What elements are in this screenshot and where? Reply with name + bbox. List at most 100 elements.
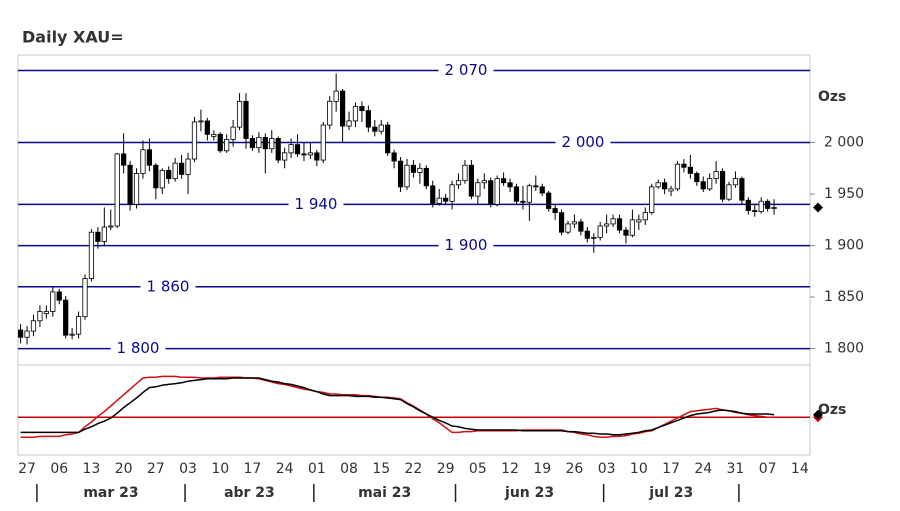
- candle-body: [75, 316, 82, 335]
- candle-body: [546, 192, 552, 209]
- candle-body: [745, 199, 751, 211]
- level-label: 2 000: [562, 133, 605, 151]
- indicator-unit: Ozs: [818, 402, 846, 418]
- level-label: 1 860: [147, 277, 190, 295]
- candle-body: [82, 278, 88, 318]
- candle-body: [468, 164, 475, 197]
- y-tick-label: 1 800: [824, 341, 864, 357]
- candle-body: [674, 163, 681, 190]
- candle-body: [178, 162, 185, 175]
- candle-body: [327, 100, 333, 126]
- candle-body: [552, 208, 558, 214]
- x-tick-label: 31: [727, 461, 745, 477]
- level-label-bg: [288, 193, 344, 214]
- indicator-line: [20, 377, 775, 436]
- candle-body: [236, 100, 243, 128]
- candle-body: [462, 164, 468, 182]
- x-tick-label: 03: [179, 461, 197, 477]
- y-tick-label: 1 900: [824, 238, 864, 254]
- candle-body: [43, 311, 49, 314]
- candle-body: [752, 210, 758, 212]
- x-tick-label: 27: [18, 461, 36, 477]
- candle-body: [758, 200, 764, 212]
- candle-body: [217, 133, 223, 152]
- candle-body: [101, 226, 107, 242]
- candle-body: [430, 185, 436, 204]
- candle-body: [488, 180, 494, 205]
- candle-body: [610, 218, 616, 225]
- candle-body: [133, 173, 140, 205]
- candle-body: [597, 225, 603, 238]
- candle-body: [256, 137, 262, 149]
- candle-body: [153, 164, 159, 189]
- level-label: 1 900: [445, 236, 488, 254]
- x-tick-label: 01: [308, 461, 326, 477]
- candle-body: [417, 167, 423, 173]
- x-tick-label: 08: [340, 461, 358, 477]
- candle-body: [114, 153, 120, 227]
- candle-body: [30, 320, 37, 332]
- candle-body: [565, 223, 571, 233]
- level-label-bg: [110, 338, 166, 359]
- candle-body: [443, 197, 449, 202]
- candle-body: [681, 163, 687, 168]
- candle-body: [314, 152, 320, 161]
- y-tick-label: 1 850: [824, 289, 864, 305]
- candle-body: [719, 171, 726, 200]
- candle-body: [198, 120, 204, 123]
- candle-body: [282, 152, 288, 161]
- candle-body: [732, 178, 739, 186]
- level-label-bg: [555, 132, 611, 153]
- candle-body: [687, 166, 693, 174]
- candle-body: [294, 144, 301, 155]
- indicator-line: [20, 375, 775, 438]
- candle-body: [166, 169, 172, 180]
- y-tick-label: 1 950: [824, 186, 864, 202]
- candle-body: [771, 207, 777, 209]
- candle-body: [655, 182, 661, 188]
- x-tick-label: 07: [759, 461, 777, 477]
- x-tick-label: 17: [662, 461, 680, 477]
- month-label: jul 23: [648, 485, 693, 501]
- x-tick-label: 06: [50, 461, 68, 477]
- indicator-marker: [813, 409, 823, 420]
- candle-body: [539, 186, 545, 194]
- candle-body: [17, 329, 24, 338]
- candle-body: [385, 124, 391, 154]
- candle-body: [333, 90, 339, 102]
- x-tick-label: 12: [501, 461, 519, 477]
- candle-body: [24, 330, 30, 338]
- candle-body: [37, 311, 43, 322]
- month-label: mar 23: [83, 485, 138, 501]
- candle-body: [475, 182, 481, 197]
- candle-body: [726, 184, 732, 200]
- candle-body: [707, 178, 713, 190]
- candle-body: [765, 200, 771, 209]
- y-unit: Ozs: [818, 89, 846, 105]
- candle-body: [526, 185, 532, 203]
- candle-body: [378, 124, 384, 132]
- candle-body: [700, 181, 706, 190]
- candle-body: [642, 212, 648, 221]
- candle-body: [533, 185, 539, 188]
- candle-body: [410, 164, 417, 173]
- candle-body: [558, 212, 565, 233]
- candle-body: [578, 221, 584, 232]
- candle-body: [63, 299, 69, 336]
- x-tick-label: 10: [630, 461, 648, 477]
- candle-body: [449, 184, 455, 202]
- candle-body: [191, 121, 198, 160]
- candle-body: [500, 178, 507, 184]
- candle-body: [713, 171, 719, 180]
- candle-body: [127, 164, 133, 205]
- last-price-marker: [813, 202, 823, 213]
- candle-body: [121, 153, 127, 166]
- x-tick-label: 14: [791, 461, 809, 477]
- candle-body: [108, 225, 114, 228]
- candle-body: [372, 126, 378, 132]
- candle-body: [359, 106, 365, 112]
- candle-body: [346, 120, 352, 127]
- candle-body: [140, 149, 146, 174]
- candle-body: [275, 138, 281, 161]
